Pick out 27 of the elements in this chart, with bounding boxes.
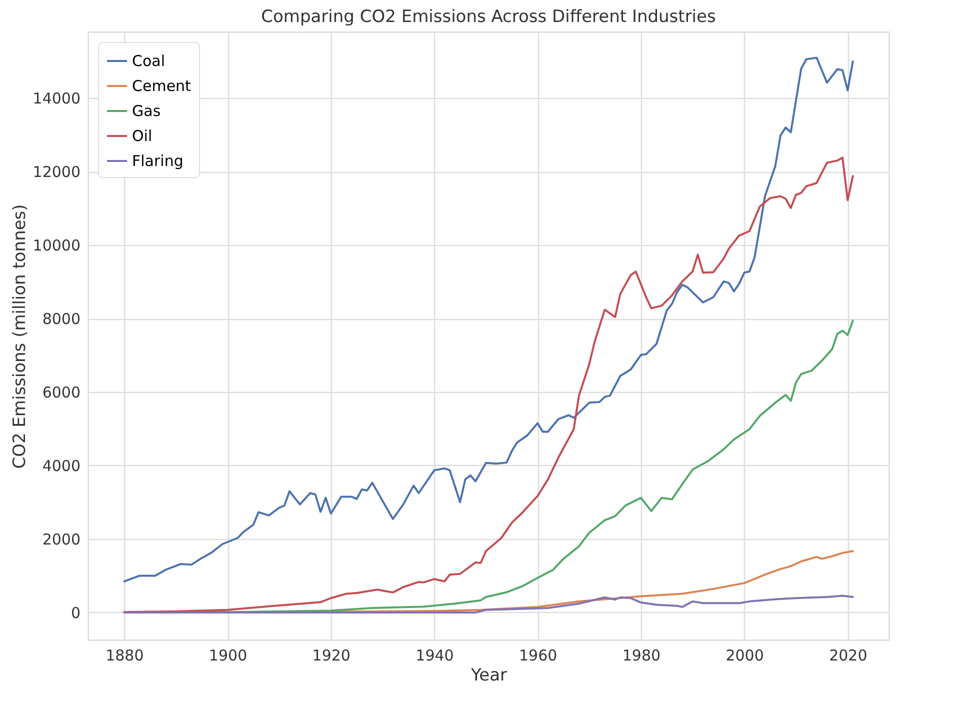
line-series [123,156,854,614]
legend-label: Oil [132,127,152,145]
y-tick-label: 2000 [42,530,80,548]
chart-title: Comparing CO2 Emissions Across Different Industries [261,7,716,27]
y-axis-title: CO2 Emissions (million tonnes) [10,204,30,469]
y-tick-label: 4000 [42,457,80,475]
x-tick-label: 1980 [622,646,661,664]
x-tick-label: 1940 [416,646,454,664]
x-axis-title: Year [470,666,508,686]
legend-label: Gas [132,102,161,120]
x-tick-label: 2020 [829,646,868,664]
y-tick-label: 10000 [32,236,80,255]
x-tick-label: 2000 [726,646,764,664]
y-tick-label: 12000 [32,163,80,182]
line-series [123,594,854,614]
legend-label: Coal [132,52,166,70]
legend-label: Flaring [132,152,184,170]
x-tick-label: 1900 [208,646,248,664]
x-tick-label: 1960 [519,646,558,664]
y-tick-label: 8000 [42,310,80,328]
y-tick-label: 6000 [42,384,80,402]
x-tick-label: 1880 [106,646,144,664]
y-tick-label: 0 [70,604,80,622]
legend-label: Cement [132,77,192,95]
y-tick-label: 14000 [32,90,80,108]
x-tick-label: 1920 [312,646,350,664]
line-series [123,56,854,582]
